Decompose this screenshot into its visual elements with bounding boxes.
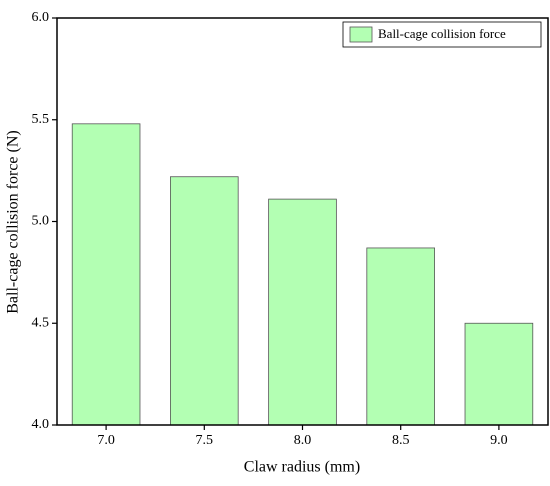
x-tick-label: 8.0 [294,433,312,448]
bar [366,247,435,426]
y-tick-label: 4.0 [32,417,50,432]
y-tick-label: 5.5 [32,112,50,127]
y-axis-title: Ball-cage collision force (N) [5,130,22,313]
x-tick-label: 7.0 [97,433,115,448]
legend-swatch [349,26,373,43]
x-tick-label: 8.5 [392,433,410,448]
x-tick-label: 9.0 [490,433,508,448]
x-axis-title: Claw radius (mm) [244,459,360,476]
legend-frame [342,21,542,48]
y-tick-label: 6.0 [32,10,50,25]
x-tick-label: 7.5 [196,433,214,448]
y-tick-label: 4.5 [32,315,50,330]
bar [464,322,534,426]
legend-label: Ball-cage collision force [378,26,506,41]
bar [170,176,239,426]
bar [71,123,141,426]
y-tick-label: 5.0 [32,214,50,229]
bar [268,198,337,426]
plot-frame [56,17,549,426]
